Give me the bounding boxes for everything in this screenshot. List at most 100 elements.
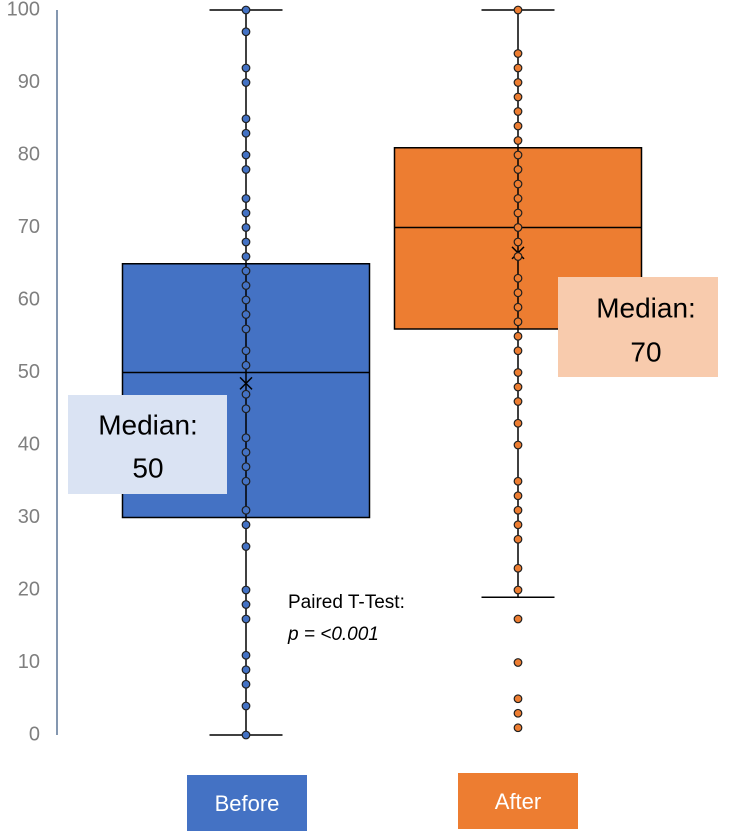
data-point xyxy=(241,520,251,530)
data-point xyxy=(513,302,523,312)
data-point xyxy=(513,368,523,377)
y-tick-label: 90 xyxy=(18,71,40,93)
data-point xyxy=(241,208,251,218)
data-point xyxy=(241,194,251,203)
data-point xyxy=(241,5,251,15)
data-point xyxy=(513,223,523,232)
data-point xyxy=(513,708,523,718)
y-tick-label: 100 xyxy=(7,0,40,20)
data-point xyxy=(241,701,251,711)
plot-area xyxy=(121,5,643,740)
data-point xyxy=(241,404,251,414)
data-point xyxy=(241,237,251,247)
data-point xyxy=(241,665,251,675)
annotation: Median: xyxy=(98,409,198,440)
data-point xyxy=(241,462,251,472)
data-point xyxy=(241,78,251,87)
category-label: Before xyxy=(215,791,280,816)
data-point xyxy=(241,150,251,160)
data-point xyxy=(241,389,251,399)
annotation: Median: xyxy=(596,292,696,323)
data-point xyxy=(241,600,251,609)
data-point xyxy=(241,281,251,290)
test-result: p = <0.001 xyxy=(287,624,379,645)
data-point xyxy=(513,5,523,15)
data-point xyxy=(513,658,523,667)
data-point xyxy=(513,107,523,116)
data-point xyxy=(241,128,251,138)
test-title: Paired T-Test: xyxy=(288,592,405,613)
data-point xyxy=(513,534,523,544)
data-point xyxy=(513,694,523,704)
data-point xyxy=(241,614,251,624)
data-point xyxy=(513,317,523,327)
data-point xyxy=(241,324,251,334)
y-tick-label: 80 xyxy=(18,143,40,165)
data-point xyxy=(513,165,523,174)
data-point xyxy=(241,295,251,305)
data-point xyxy=(513,397,523,406)
data-point xyxy=(513,150,523,160)
data-point xyxy=(513,520,523,530)
data-point xyxy=(513,440,523,450)
category-box xyxy=(458,773,578,829)
data-point xyxy=(513,476,523,486)
y-tick-label: 30 xyxy=(18,506,40,528)
data-point xyxy=(513,723,523,733)
data-point xyxy=(513,585,523,595)
y-tick-label: 40 xyxy=(18,433,40,455)
y-tick-label: 70 xyxy=(18,216,40,238)
data-point xyxy=(241,63,251,73)
data-point xyxy=(241,476,251,486)
data-point xyxy=(513,346,523,356)
y-tick-label: 50 xyxy=(18,361,40,383)
data-point xyxy=(513,382,523,392)
data-point xyxy=(513,273,523,283)
data-point xyxy=(513,288,523,298)
y-tick-label: 20 xyxy=(18,578,40,600)
data-point xyxy=(241,360,251,370)
data-point xyxy=(241,310,251,319)
data-point xyxy=(513,418,523,428)
data-point xyxy=(513,49,523,58)
data-point xyxy=(513,92,523,102)
data-point xyxy=(513,252,523,261)
data-point xyxy=(241,346,251,356)
data-point xyxy=(513,505,523,515)
data-point xyxy=(513,237,523,247)
data-point xyxy=(241,165,251,174)
data-point xyxy=(513,491,523,501)
annotation-box xyxy=(558,277,718,377)
data-point xyxy=(241,447,251,457)
data-point xyxy=(513,614,523,624)
data-point xyxy=(241,730,251,740)
annotation: 70 xyxy=(630,336,661,367)
data-point xyxy=(513,63,523,73)
category-label: After xyxy=(495,789,541,814)
data-point xyxy=(513,78,523,87)
y-tick-label: 60 xyxy=(18,288,40,310)
y-tick-label: 0 xyxy=(29,723,40,745)
y-tick-label: 10 xyxy=(18,651,40,673)
data-point xyxy=(241,505,251,515)
data-point xyxy=(513,331,523,341)
data-point xyxy=(513,179,523,189)
data-point xyxy=(241,650,251,660)
data-point xyxy=(513,208,523,218)
data-point xyxy=(241,679,251,689)
annotation-box xyxy=(68,395,227,494)
mean-marker xyxy=(239,376,253,390)
data-point xyxy=(241,114,251,124)
data-point xyxy=(513,194,523,203)
data-point xyxy=(241,585,251,595)
category-box xyxy=(187,775,307,831)
data-point xyxy=(513,563,523,573)
data-point xyxy=(513,136,523,145)
data-point xyxy=(241,542,251,551)
data-point xyxy=(241,252,251,261)
data-point xyxy=(241,266,251,276)
annotation: 50 xyxy=(132,452,163,483)
data-point xyxy=(241,27,251,37)
data-point xyxy=(241,223,251,232)
